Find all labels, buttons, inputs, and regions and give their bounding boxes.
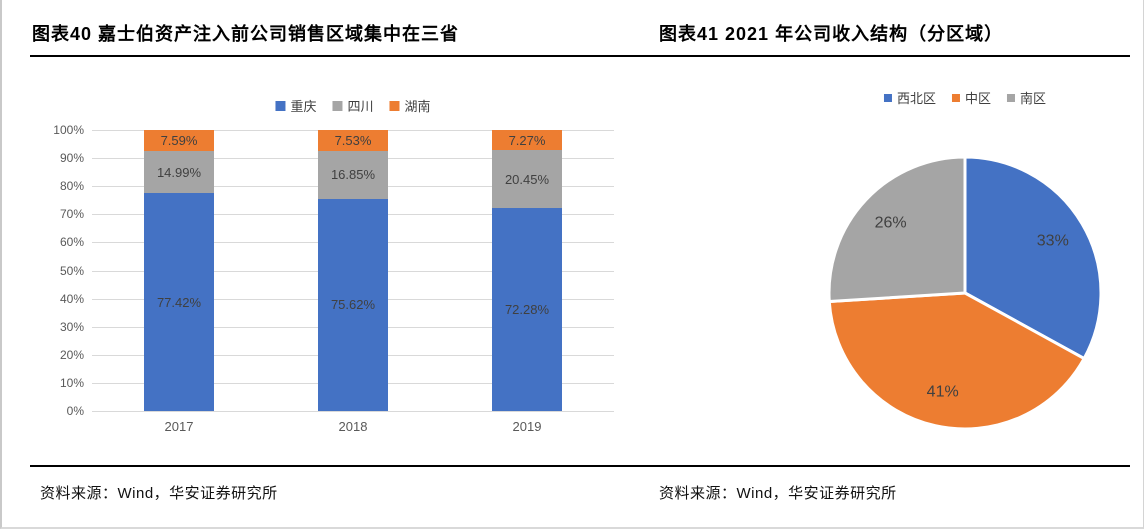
pie-slice-label: 26% xyxy=(875,214,907,231)
source-divider-line xyxy=(30,465,1130,467)
x-axis-category-label: 2019 xyxy=(512,419,542,434)
gridline xyxy=(92,411,614,412)
legend-item: 湖南 xyxy=(389,96,431,115)
y-axis-tick-label: 80% xyxy=(59,179,84,194)
y-axis-tick-label: 0% xyxy=(66,404,84,418)
y-axis-tick-label: 20% xyxy=(59,347,84,362)
y-axis-tick-label: 60% xyxy=(59,235,84,250)
legend-item: 西北区 xyxy=(883,88,936,107)
legend-label: 南区 xyxy=(1020,91,1047,106)
title-divider-line xyxy=(30,55,1130,57)
legend-item: 重庆 xyxy=(275,96,316,115)
stacked-bar: 7.59% 14.99% 77.42% xyxy=(144,130,214,411)
legend-swatch xyxy=(332,100,343,111)
pie-chart-legend: 西北区 中区 南区 xyxy=(883,88,1046,107)
legend-item: 南区 xyxy=(1007,88,1046,107)
bar-segment-重庆: 72.28% xyxy=(492,207,562,411)
y-axis-tick-label: 90% xyxy=(59,151,84,166)
legend-label: 中区 xyxy=(964,91,992,106)
y-axis-tick-label: 40% xyxy=(59,291,84,306)
bar-chart-legend: 重庆 四川 湖南 xyxy=(275,96,431,115)
y-axis-tick-label: 100% xyxy=(53,123,84,137)
bar-segment-湖南: 7.53% xyxy=(318,130,388,152)
legend-swatch xyxy=(275,100,286,111)
legend-swatch xyxy=(1007,93,1016,102)
figure40-source: 资料来源：Wind，华安证券研究所 xyxy=(40,485,278,502)
y-axis-tick-label: 70% xyxy=(59,207,84,222)
legend-label: 四川 xyxy=(347,99,374,114)
figure41-title: 图表41 2021 年公司收入结构（分区域） xyxy=(659,24,1004,44)
bar-segment-四川: 14.99% xyxy=(144,151,214,194)
bar-segment-湖南: 7.59% xyxy=(144,130,214,152)
bar-segment-重庆: 75.62% xyxy=(318,198,388,411)
legend-label: 西北区 xyxy=(896,91,936,106)
legend-swatch xyxy=(883,93,892,102)
x-axis-category-label: 2018 xyxy=(338,419,368,434)
bar-segment-四川: 16.85% xyxy=(318,151,388,199)
bar-segment-湖南: 7.27% xyxy=(492,130,562,151)
figure40-title: 图表40 嘉士伯资产注入前公司销售区域集中在三省 xyxy=(32,24,460,44)
legend-swatch xyxy=(951,93,960,102)
bar-segment-四川: 20.45% xyxy=(492,150,562,208)
pie-slice-南区 xyxy=(827,155,967,304)
legend-item: 中区 xyxy=(951,88,992,107)
pie-chart: 33% 41% 26% xyxy=(827,155,1103,431)
legend-label: 重庆 xyxy=(290,99,317,114)
pie-slice-label: 41% xyxy=(927,384,959,401)
x-axis-category-label: 2017 xyxy=(164,419,194,434)
legend-item: 四川 xyxy=(332,96,374,115)
pie-slice-西北区 xyxy=(963,155,1103,361)
y-axis-tick-label: 30% xyxy=(59,319,84,334)
pie-slice-中区 xyxy=(827,291,1086,431)
y-axis-tick-label: 50% xyxy=(59,263,84,278)
legend-swatch xyxy=(389,100,400,111)
y-axis-tick-label: 10% xyxy=(59,375,84,390)
figure41-source: 资料来源：Wind，华安证券研究所 xyxy=(659,485,897,502)
stacked-bar: 7.27% 20.45% 72.28% xyxy=(492,130,562,411)
stacked-bar-chart: 0% 10% 20% 30% 40% 50% 60% 70% 80% 90% 100% 7.59% 14… xyxy=(53,123,614,434)
legend-label: 湖南 xyxy=(404,99,431,114)
bar-segment-重庆: 77.42% xyxy=(144,193,214,411)
stacked-bar: 7.53% 16.85% 75.62% xyxy=(318,130,388,411)
pie-slice-label: 33% xyxy=(1037,232,1069,249)
